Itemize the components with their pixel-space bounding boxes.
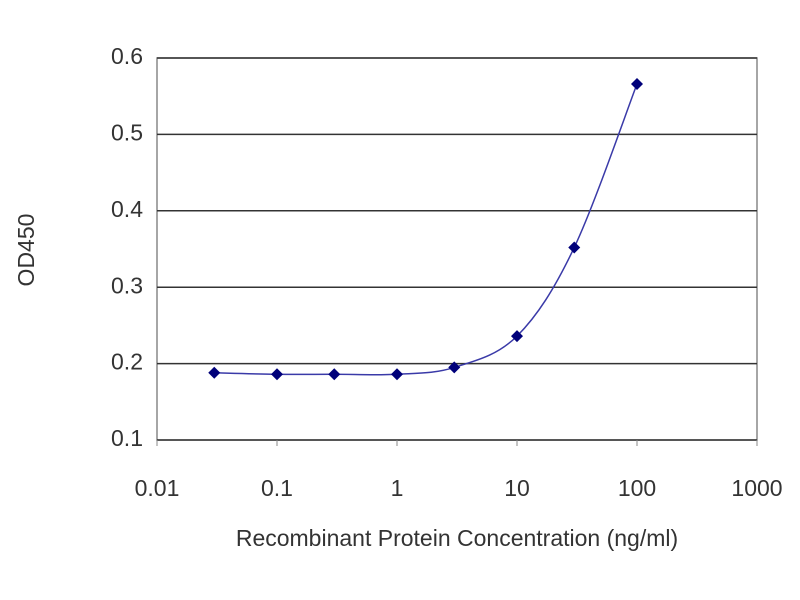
plot-frame	[156, 57, 758, 441]
y-tick-label: 0.3	[111, 272, 143, 298]
x-tick-label: 1	[391, 475, 404, 501]
x-axis-label: Recombinant Protein Concentration (ng/ml…	[236, 525, 678, 551]
y-tick-label: 0.1	[111, 425, 143, 451]
x-tick-label: 0.01	[135, 475, 180, 501]
data-point	[568, 241, 581, 254]
y-tick-label: 0.6	[111, 43, 143, 69]
y-tick-label: 0.2	[111, 349, 143, 375]
data-point	[328, 368, 341, 381]
data-line	[214, 83, 638, 376]
x-tick-label: 100	[618, 475, 656, 501]
y-tick-label: 0.5	[111, 119, 143, 145]
x-tick-label: 1000	[731, 475, 782, 501]
data-point	[271, 368, 283, 381]
data-point	[448, 361, 461, 374]
data-point	[631, 77, 643, 90]
y-axis-label: OD450	[13, 214, 39, 287]
y-tick-label: 0.4	[111, 196, 143, 222]
data-point	[208, 366, 221, 379]
x-tick-label: 0.1	[261, 475, 293, 501]
data-point	[391, 368, 403, 381]
data-point	[511, 330, 523, 343]
x-tick-label: 10	[504, 475, 530, 501]
